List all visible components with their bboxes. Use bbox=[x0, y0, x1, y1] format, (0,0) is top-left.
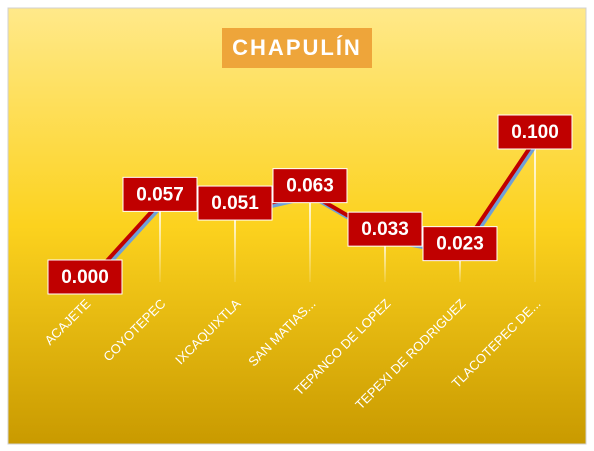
drop-line bbox=[159, 202, 161, 282]
value-label-box bbox=[347, 211, 423, 247]
value-label-box bbox=[422, 226, 498, 262]
value-label-box bbox=[497, 114, 573, 150]
title-box bbox=[222, 28, 372, 68]
chart-background bbox=[7, 7, 587, 445]
value-label: 0.057 bbox=[136, 184, 184, 205]
value-label: 0.051 bbox=[211, 193, 259, 214]
chart-title: CHAPULÍN bbox=[232, 35, 362, 60]
value-label-box bbox=[272, 168, 348, 204]
drop-line bbox=[309, 193, 311, 282]
value-label: 0.000 bbox=[61, 267, 109, 288]
value-label: 0.063 bbox=[286, 176, 334, 197]
drop-line bbox=[534, 140, 536, 282]
value-label-box bbox=[122, 176, 198, 212]
drop-line bbox=[459, 251, 461, 282]
drop-line bbox=[384, 237, 386, 282]
drop-line bbox=[234, 211, 236, 282]
value-label-box bbox=[197, 185, 273, 221]
value-label: 0.023 bbox=[436, 234, 484, 255]
value-label: 0.033 bbox=[361, 219, 409, 240]
value-label-box bbox=[47, 259, 123, 295]
value-label: 0.100 bbox=[511, 122, 559, 143]
